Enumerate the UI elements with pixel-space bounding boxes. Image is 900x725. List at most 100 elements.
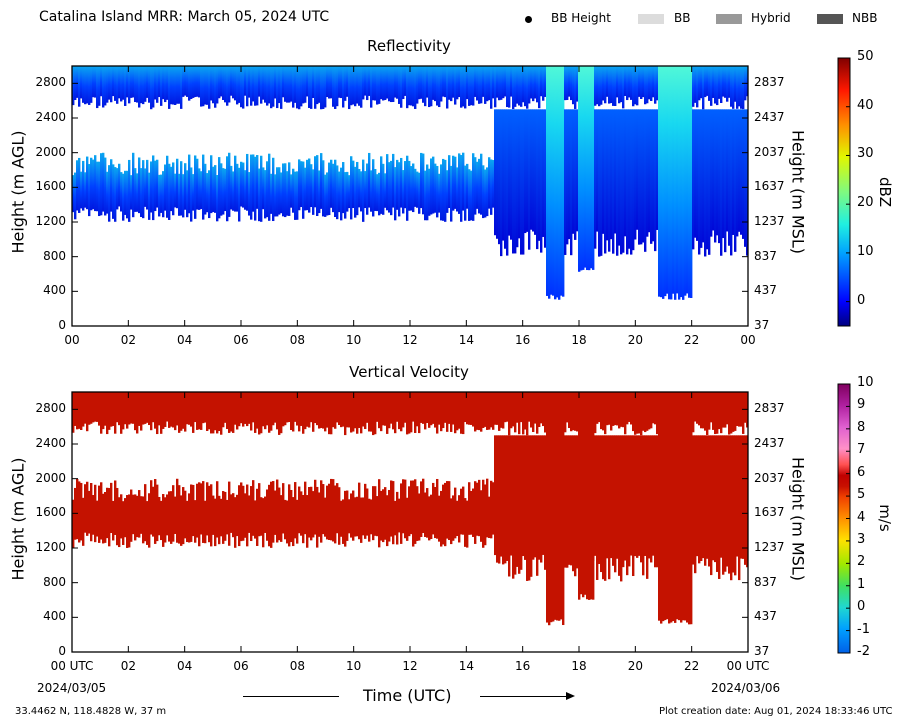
echo-column: [84, 392, 87, 424]
echo-column: [414, 392, 417, 433]
echo-column: [490, 480, 493, 539]
echo-column: [282, 66, 285, 98]
echo-column: [390, 160, 393, 216]
echo-column: [292, 168, 295, 213]
echo-column: [428, 392, 431, 428]
echo-column: [316, 155, 319, 216]
echo-column: [356, 161, 359, 216]
echo-column: [240, 161, 243, 207]
echo-column: [498, 435, 501, 564]
echo-column: [740, 66, 743, 109]
echo-column: [278, 392, 281, 435]
echo-column: [332, 392, 335, 428]
echo-column: [132, 66, 135, 98]
echo-column: [274, 174, 277, 217]
echo-column: [534, 109, 537, 235]
xtick-label: 16: [515, 333, 531, 347]
echo-column: [300, 491, 303, 536]
echo-column: [380, 392, 383, 432]
echo-column: [314, 392, 317, 424]
echo-column: [328, 392, 331, 435]
echo-column: [394, 392, 397, 434]
echo-column: [528, 109, 531, 250]
echo-column: [470, 170, 473, 221]
echo-column: [382, 66, 385, 101]
echo-column: [394, 167, 397, 221]
echo-column: [302, 66, 305, 104]
echo-column: [444, 66, 447, 98]
echo-column: [422, 392, 425, 424]
echo-column: [726, 435, 729, 567]
echo-column: [404, 161, 407, 209]
echo-column: [358, 482, 361, 540]
echo-column: [320, 480, 323, 543]
echo-column: [458, 153, 461, 214]
echo-column: [224, 491, 227, 541]
echo-column: [660, 392, 663, 624]
echo-column: [334, 392, 337, 429]
echo-column: [698, 109, 701, 255]
echo-column: [700, 435, 703, 561]
echo-column: [138, 490, 141, 538]
echo-column: [372, 66, 375, 101]
echo-column: [264, 496, 267, 533]
echo-column: [350, 156, 353, 220]
echo-column: [204, 500, 207, 544]
echo-column: [350, 392, 353, 433]
echo-column: [106, 171, 109, 214]
echo-column: [546, 392, 549, 623]
echo-column: [180, 495, 183, 546]
echo-column: [622, 66, 625, 109]
echo-column: [484, 392, 487, 427]
echo-column: [174, 496, 177, 534]
echo-column: [532, 109, 535, 232]
echo-column: [332, 66, 335, 107]
echo-column: [126, 66, 129, 98]
colorbar-tick-label: 30: [857, 146, 874, 162]
echo-column: [412, 163, 415, 213]
echo-column: [520, 435, 523, 570]
echo-column: [640, 66, 643, 99]
echo-column: [366, 392, 369, 423]
echo-column: [398, 392, 401, 430]
echo-column: [620, 435, 623, 582]
echo-column: [104, 492, 107, 543]
echo-column: [476, 482, 479, 536]
echo-column: [664, 392, 667, 621]
ytick-label-left: 1600: [35, 505, 66, 520]
echo-column: [360, 171, 363, 212]
echo-column: [134, 66, 137, 103]
colorbar-tick-label: 20: [857, 195, 874, 211]
echo-column: [252, 66, 255, 102]
echo-column: [486, 167, 489, 217]
echo-column: [718, 392, 721, 430]
echo-column: [116, 392, 119, 423]
echo-column: [730, 66, 733, 107]
echo-column: [364, 392, 367, 430]
echo-column: [238, 392, 241, 427]
echo-column: [416, 171, 419, 208]
echo-column: [318, 170, 321, 214]
echo-column: [180, 66, 183, 109]
echo-column: [188, 392, 191, 425]
echo-column: [82, 66, 85, 103]
echo-column: [190, 484, 193, 542]
echo-column: [698, 66, 701, 101]
echo-column: [144, 168, 147, 207]
ytick-label-left: 1600: [35, 179, 66, 194]
echo-column: [440, 66, 443, 102]
echo-column: [280, 172, 283, 214]
echo-column: [380, 66, 383, 100]
echo-column: [168, 392, 171, 428]
echo-column: [76, 478, 79, 540]
echo-column: [288, 392, 291, 422]
echo-column: [708, 435, 711, 567]
echo-column: [158, 392, 161, 426]
echo-column: [282, 483, 285, 534]
echo-column: [80, 66, 83, 99]
echo-column: [516, 435, 519, 567]
echo-column: [208, 66, 211, 109]
echo-column: [616, 66, 619, 98]
echo-column: [110, 482, 113, 534]
echo-column: [218, 495, 221, 545]
